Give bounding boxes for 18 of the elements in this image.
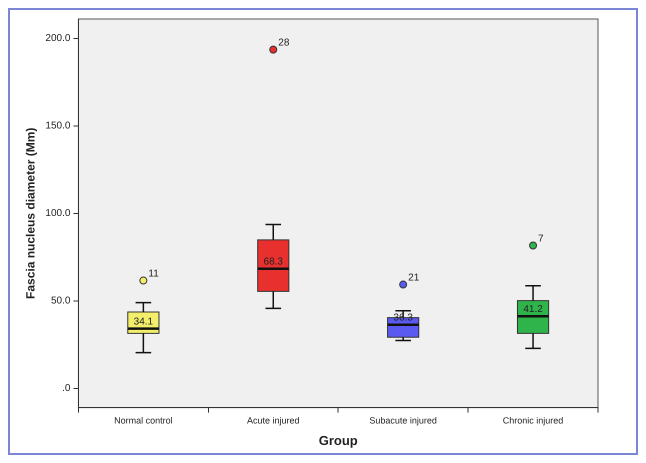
x-tick-label: Subacute injured — [369, 415, 437, 426]
annotation: 28 — [278, 37, 290, 48]
annotation: 11 — [148, 268, 160, 280]
x-tick-label: Acute injured — [246, 415, 300, 426]
y-tick-label: 50.0 — [50, 296, 71, 307]
x-tick-label: Chronic injured — [502, 415, 564, 426]
y-tick-label: 150.0 — [45, 120, 71, 132]
annotation: 21 — [408, 272, 420, 284]
y-axis-title: Fascia nucleus diameter (Mm) — [24, 128, 38, 299]
text: 68.3 — [264, 256, 283, 268]
x-axis-title: Group — [318, 432, 358, 448]
x-tick-label: Normal control — [114, 415, 173, 426]
y-tick-label: .0 — [62, 383, 71, 394]
y-tick-label: 100.0 — [45, 208, 71, 220]
text: 34.1 — [134, 316, 154, 328]
y-tick-label: 200.0 — [45, 33, 71, 44]
annotation: 7 — [538, 233, 544, 244]
text: 41.2 — [523, 304, 543, 315]
